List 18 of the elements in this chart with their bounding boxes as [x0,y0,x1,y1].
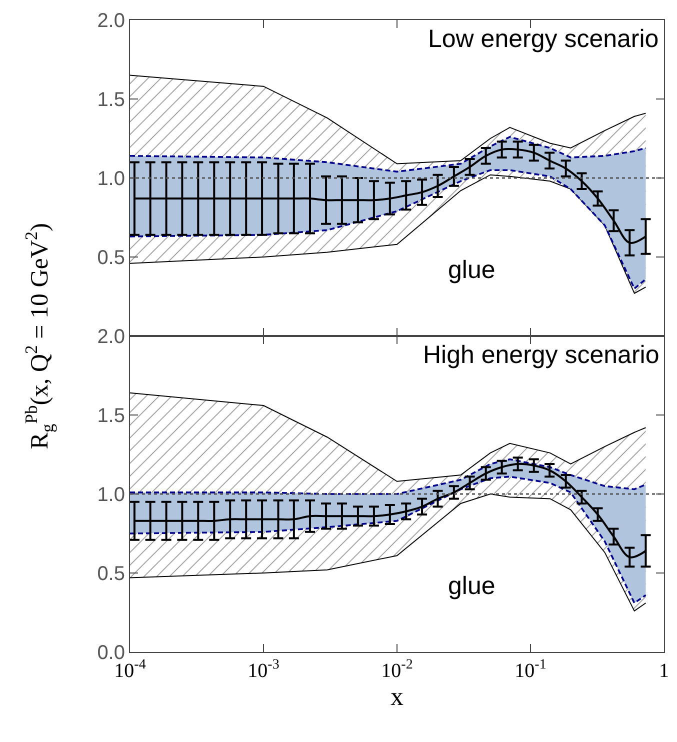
y-tick-label: 1.5 [97,89,125,111]
annotation: Low energy scenario [428,25,659,53]
y-tick-label: 2.0 [97,326,125,348]
y-tick-label: 0.5 [97,563,125,585]
x-tick-label: 10$^{-3}$ [248,658,280,682]
annotation: glue [448,572,496,600]
y-tick-label: 0.5 [97,247,125,269]
x-tick-label: 10$^{-2}$ [381,658,413,682]
y-tick-label: 2.0 [97,10,125,32]
annotation: glue [448,256,496,284]
x-axis-title: x [390,682,404,711]
y-tick-label: 1.0 [97,168,125,190]
y-tick-label: 1.0 [97,484,125,506]
x-tick-label: 10$^{-1}$ [514,658,546,682]
y-tick-label: 1.5 [97,405,125,427]
y-tick-label: 0.0 [97,642,125,664]
x-tick-label: 1 [659,660,669,682]
annotation: High energy scenario [423,341,660,369]
